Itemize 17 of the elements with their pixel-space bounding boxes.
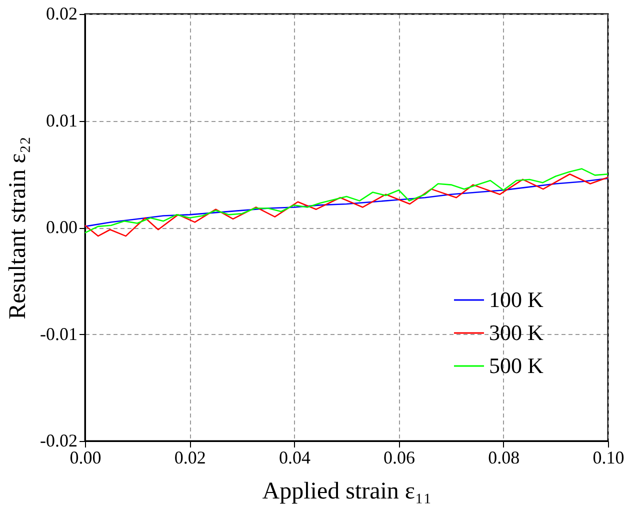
legend-label: 300 K (489, 320, 544, 345)
y-tick-label: -0.01 (40, 324, 78, 344)
x-axis-title: Applied strain ε₁₁ (262, 478, 432, 504)
x-tick-label: 0.06 (384, 448, 416, 468)
y-tick-label: 0.01 (46, 110, 78, 130)
y-tick-label: 0.02 (46, 4, 78, 24)
line-series (84, 178, 609, 228)
y-axis-title: Resultant strain ε₂₂ (5, 136, 32, 320)
legend-label: 500 K (489, 353, 544, 378)
x-tick-label: 0.10 (592, 448, 624, 468)
x-tick-label: 0.08 (488, 448, 520, 468)
y-tick-label: -0.02 (40, 430, 78, 450)
x-tick-label: 0.00 (70, 448, 102, 468)
x-tick-label: 0.02 (174, 448, 206, 468)
x-tick-label: 0.04 (278, 448, 310, 468)
y-tick-label: 0.00 (46, 217, 78, 237)
legend-label: 100 K (489, 287, 544, 312)
